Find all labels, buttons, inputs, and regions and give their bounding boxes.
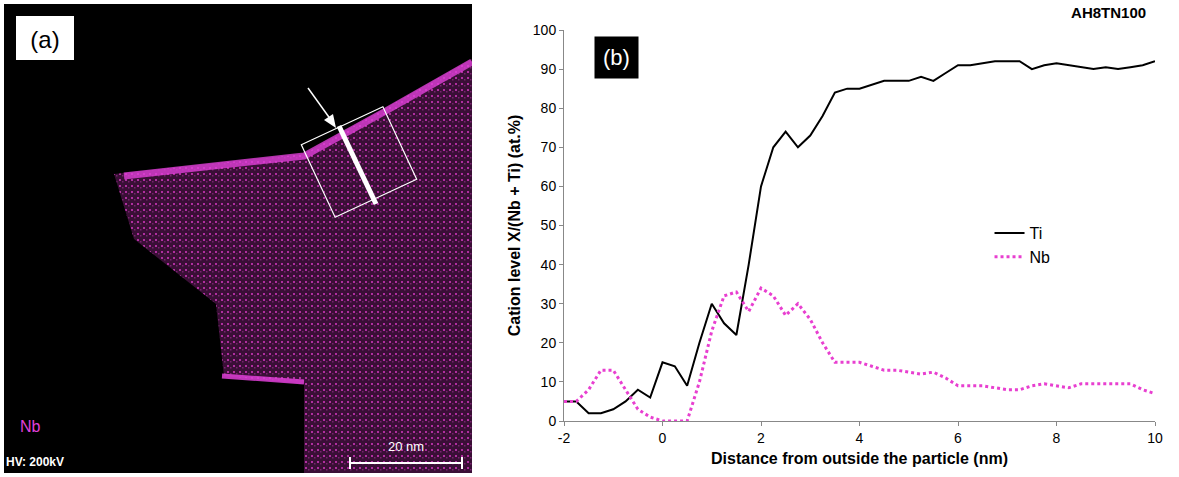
svg-text:Nb: Nb <box>20 418 41 435</box>
svg-text:60: 60 <box>541 178 557 194</box>
svg-text:20 nm: 20 nm <box>388 439 424 454</box>
svg-text:Distance from outside the part: Distance from outside the particle (nm) <box>711 450 1008 467</box>
svg-text:-2: -2 <box>558 430 571 446</box>
svg-text:AH8TN100: AH8TN100 <box>1071 4 1146 21</box>
svg-text:4: 4 <box>856 430 864 446</box>
svg-text:0: 0 <box>659 430 667 446</box>
svg-text:Cation level X/(Nb + Ti) (at.%: Cation level X/(Nb + Ti) (at.%) <box>506 115 523 337</box>
svg-text:2: 2 <box>757 430 765 446</box>
svg-text:0: 0 <box>548 413 556 429</box>
svg-text:50: 50 <box>541 217 557 233</box>
svg-text:20: 20 <box>541 335 557 351</box>
svg-text:40: 40 <box>541 257 557 273</box>
svg-text:90: 90 <box>541 61 557 77</box>
svg-text:70: 70 <box>541 139 557 155</box>
svg-text:(b): (b) <box>603 45 630 70</box>
svg-text:30: 30 <box>541 296 557 312</box>
svg-text:Nb: Nb <box>1030 249 1051 266</box>
svg-text:Ti: Ti <box>1030 225 1043 242</box>
svg-text:10: 10 <box>541 374 557 390</box>
svg-text:8: 8 <box>1053 430 1061 446</box>
svg-text:HV: 200kV: HV: 200kV <box>6 455 64 469</box>
svg-text:(a): (a) <box>30 26 59 53</box>
svg-text:10: 10 <box>1147 430 1163 446</box>
svg-text:80: 80 <box>541 100 557 116</box>
svg-text:100: 100 <box>533 22 557 38</box>
svg-text:6: 6 <box>954 430 962 446</box>
